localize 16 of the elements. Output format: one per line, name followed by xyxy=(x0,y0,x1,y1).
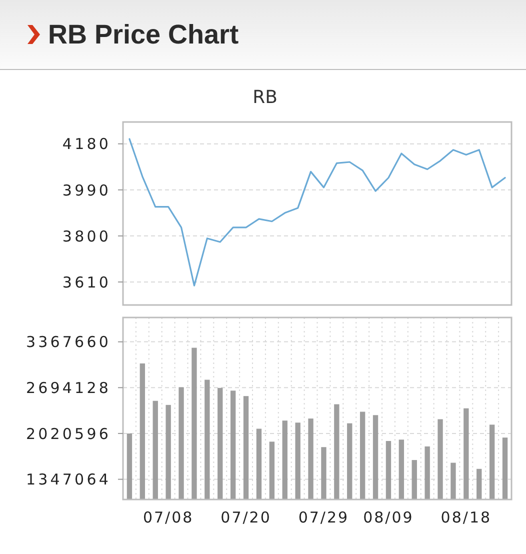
y-tick-label: 2694128 xyxy=(26,379,111,398)
chart-title: RB Price Chart xyxy=(48,20,239,50)
x-tick-label: 07/29 xyxy=(298,508,350,526)
x-tick-label: 08/09 xyxy=(363,508,414,526)
y-tick-label: 1347064 xyxy=(26,470,111,489)
y-tick-label: 3990 xyxy=(62,181,111,200)
y-tick-label: 3367660 xyxy=(26,333,111,352)
chart-subtitle: RB xyxy=(252,87,278,108)
y-tick-label: 4180 xyxy=(62,135,111,154)
y-tick-label: 3800 xyxy=(62,227,111,246)
x-tick-label: 08/18 xyxy=(440,508,492,526)
x-tick-label: 07/08 xyxy=(142,508,194,526)
x-tick-label: 07/20 xyxy=(220,508,272,526)
line-series xyxy=(128,138,506,286)
y-tick-label: 3610 xyxy=(62,273,111,292)
y-tick-label: 2020596 xyxy=(26,424,111,443)
